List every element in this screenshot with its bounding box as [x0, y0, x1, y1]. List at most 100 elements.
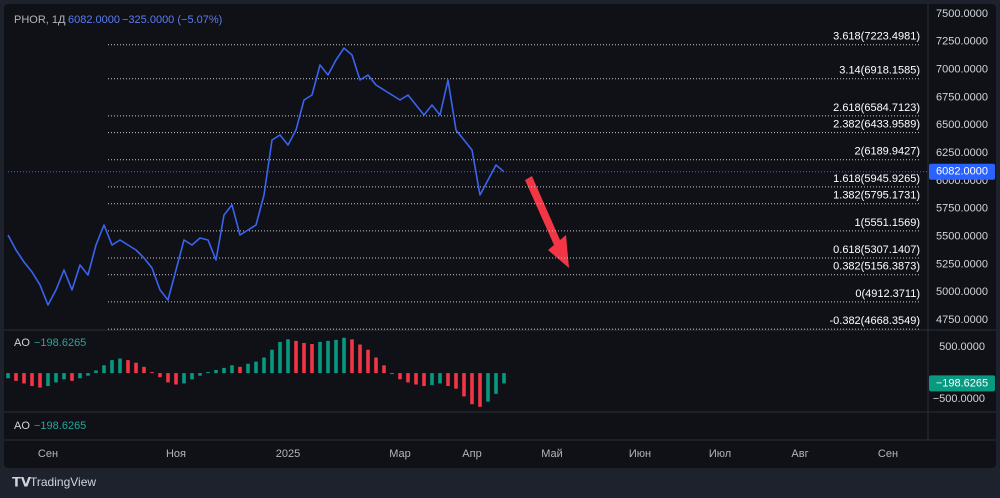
price-line: [7, 47, 505, 306]
y-tick-label: 7250.0000: [936, 36, 988, 48]
chart-area: [4, 4, 996, 468]
ao-bar: [38, 373, 42, 388]
ao-bar: [86, 373, 90, 376]
y-tick-label: 6750.0000: [936, 91, 988, 103]
ao-bar: [78, 373, 82, 379]
brand: TradingView: [30, 475, 96, 489]
ao-bar: [390, 373, 394, 375]
ao-bar: [46, 373, 50, 387]
y-tick-label: 7500.0000: [936, 8, 988, 20]
ao-bar: [294, 340, 298, 374]
x-tick-label: 2025: [276, 448, 300, 460]
ao-title: AO: [14, 420, 30, 432]
fib-label: 1(5551.1569): [855, 217, 920, 229]
last-price-label: 6082.0000: [936, 166, 988, 178]
fib-label: 0(4912.3711): [855, 288, 920, 300]
ao-bar: [366, 349, 370, 374]
x-tick-label: Авг: [791, 448, 808, 460]
x-tick-label: Апр: [462, 448, 481, 460]
x-tick-label: Ноя: [166, 448, 186, 460]
y-tick-label: 5500.0000: [936, 230, 988, 242]
logo: 𝗧𝗩: [12, 474, 31, 489]
ao-bar: [286, 339, 290, 374]
ao-bar: [374, 357, 378, 374]
ao-bar: [110, 360, 114, 374]
ao-value: −198.6265: [34, 420, 86, 432]
ao-bar: [30, 373, 34, 387]
fib-label: 3.618(7223.4981): [833, 31, 920, 43]
ao-bar: [190, 373, 194, 380]
ao-bar: [230, 365, 234, 374]
x-tick-label: Июл: [709, 448, 731, 460]
ao-bar: [470, 373, 474, 405]
ao-bar: [14, 373, 18, 381]
arrow-annotation: [525, 176, 569, 268]
ao-bar: [358, 344, 362, 374]
y-tick-label: 5750.0000: [936, 203, 988, 215]
ao-bar: [142, 366, 146, 374]
y-tick-label: 6500.0000: [936, 119, 988, 131]
fib-label: -0.382(4668.3549): [829, 315, 920, 327]
price: 6082.0000: [68, 14, 120, 26]
fib-label: 1.618(5945.9265): [833, 173, 920, 185]
fib-label: 0.618(5307.1407): [833, 244, 920, 256]
ao-bar: [430, 373, 434, 386]
ao-bar: [222, 367, 226, 374]
y-tick-label: −500.0000: [933, 393, 985, 405]
y-tick-label: 5000.0000: [936, 286, 988, 298]
y-tick-label: 7000.0000: [936, 64, 988, 76]
ao-bar: [342, 337, 346, 374]
x-tick-label: Сен: [38, 448, 58, 460]
ao-bar: [238, 366, 242, 374]
fib-label: 1.382(5795.1731): [833, 190, 920, 202]
y-tick-label: 6250.0000: [936, 147, 988, 159]
x-tick-label: Сен: [878, 448, 898, 460]
y-tick-label: 5250.0000: [936, 258, 988, 270]
ao-value: −198.6265: [34, 337, 86, 349]
ao-bar: [414, 373, 418, 385]
ao-bar: [182, 373, 186, 384]
ao-bar: [446, 373, 450, 387]
ao-bar: [262, 357, 266, 374]
ao-bar: [174, 373, 178, 385]
ao-title: AO: [14, 337, 30, 349]
ao-bar: [398, 373, 402, 380]
fib-label: 2.618(6584.7123): [833, 102, 920, 114]
fib-label: 2(6189.9427): [855, 146, 920, 158]
ao-bar: [406, 373, 410, 383]
ao-bar: [54, 373, 58, 383]
ao-bar: [486, 373, 490, 402]
x-tick-label: Июн: [629, 448, 651, 460]
ao-bar: [502, 373, 506, 384]
ao-bar: [206, 372, 210, 374]
change: −325.0000 (−5.07%): [122, 14, 222, 26]
ao-bar: [462, 373, 466, 397]
ao-bar: [478, 373, 482, 407]
symbol: PHOR, 1Д: [14, 14, 66, 26]
ao-bar: [422, 373, 426, 387]
ao-bar: [278, 341, 282, 374]
ao-bar: [270, 349, 274, 374]
fib-label: 3.14(6918.1585): [839, 65, 920, 77]
ao-tag-label: −198.6265: [936, 377, 988, 389]
ao-bar: [382, 365, 386, 374]
ao-bar: [302, 342, 306, 374]
ao-bar: [246, 363, 250, 374]
ao-bar: [166, 373, 170, 383]
fib-label: 0.382(5156.3873): [833, 261, 920, 273]
ao-bar: [118, 358, 122, 374]
ao-bar: [318, 341, 322, 374]
ao-bar: [198, 373, 202, 376]
ao-bar: [94, 370, 98, 374]
ao-bar: [494, 373, 498, 394]
ao-bar: [326, 340, 330, 374]
ao-bar: [134, 362, 138, 374]
ao-bar: [214, 369, 218, 374]
ao-bar: [350, 339, 354, 374]
last-price-tag: [929, 163, 995, 180]
ao-bar: [254, 361, 258, 374]
ao-bar: [70, 373, 74, 381]
y-tick-label: 500.0000: [939, 341, 985, 353]
ao-bar: [158, 373, 162, 378]
